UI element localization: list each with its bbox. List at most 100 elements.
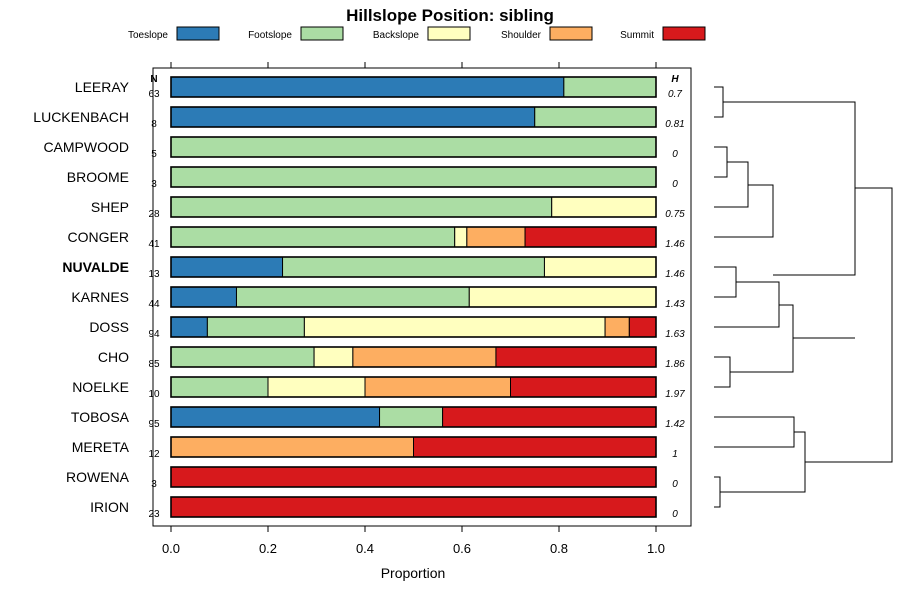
bar-segment — [170, 286, 237, 308]
dendrogram-branch — [805, 187, 893, 463]
h-value: 0 — [672, 479, 678, 490]
bar-segment — [364, 376, 511, 398]
n-value: 95 — [148, 419, 160, 430]
row-label: TOBOSA — [71, 409, 130, 425]
bar-outline — [170, 316, 657, 338]
bar-segment — [352, 346, 497, 368]
bar-segment — [466, 226, 526, 248]
bar-segment — [235, 286, 470, 308]
bar-segment — [468, 286, 657, 308]
bar-outline — [170, 376, 657, 398]
row-label: CHO — [98, 349, 129, 365]
h-value: 1.97 — [665, 389, 685, 400]
legend-label: Shoulder — [501, 30, 542, 41]
h-value: 0.81 — [665, 119, 684, 130]
h-value: 0.75 — [665, 209, 685, 220]
bar-segment — [313, 346, 354, 368]
bar-outline — [170, 256, 657, 278]
h-value: 1.42 — [665, 419, 685, 430]
legend-label: Summit — [620, 30, 654, 41]
x-axis: 0.0 0.2 0.4 0.6 0.8 1.0 — [162, 62, 665, 556]
dendrogram-branch — [714, 356, 731, 388]
h-value: 0 — [672, 509, 678, 520]
n-value: 3 — [151, 179, 157, 190]
bar-segment — [170, 436, 414, 458]
x-tick-label: 0.0 — [162, 541, 180, 556]
n-value: 23 — [148, 509, 160, 520]
bar-segment — [379, 406, 444, 428]
legend-swatch — [662, 26, 706, 41]
dendrogram-branch — [723, 101, 856, 276]
row-label: NOELKE — [72, 379, 129, 395]
h-value: 1.86 — [665, 359, 685, 370]
n-value: 5 — [151, 149, 157, 160]
n-value: 28 — [148, 209, 160, 220]
bar-segment — [206, 316, 305, 338]
row-label: SHEP — [91, 199, 129, 215]
legend-swatch — [176, 26, 220, 41]
x-axis-label: Proportion — [381, 565, 446, 581]
n-value: 10 — [148, 389, 160, 400]
bar-segment — [454, 226, 468, 248]
h-value: 1 — [672, 449, 678, 460]
legend-label: Backslope — [373, 30, 420, 41]
n-value: 85 — [148, 359, 160, 370]
bar-segment — [170, 376, 269, 398]
plot-frame — [152, 67, 692, 527]
dendrogram-branch — [714, 184, 774, 238]
n-value: 3 — [151, 479, 157, 490]
legend-label: Toeslope — [128, 30, 168, 41]
dendrogram-branch — [714, 416, 795, 448]
n-value: 13 — [148, 269, 160, 280]
dendrogram-branch — [714, 86, 724, 118]
bar-outline — [170, 226, 657, 248]
bar-outline — [170, 166, 657, 188]
x-tick-label: 0.6 — [453, 541, 471, 556]
legend-swatch — [549, 26, 593, 41]
row-label: IRION — [90, 499, 129, 515]
n-value: 12 — [148, 449, 160, 460]
bar-segment — [282, 256, 545, 278]
bar-outline — [170, 406, 657, 428]
bar-segment — [267, 376, 366, 398]
n-header: N — [150, 74, 157, 85]
row-label: ROWENA — [66, 469, 130, 485]
n-value: 41 — [148, 239, 160, 250]
bar-segment — [170, 346, 315, 368]
bar-segment — [495, 346, 657, 368]
h-value: 0 — [672, 179, 678, 190]
bar-outline — [170, 496, 657, 518]
legend: Toeslope Footslope Backslope Shoulder Summit — [128, 26, 706, 41]
row-label: NUVALDE — [62, 259, 129, 275]
row-label: LUCKENBACH — [33, 109, 129, 125]
x-tick-label: 0.4 — [356, 541, 374, 556]
bar-segment — [413, 436, 657, 458]
bar-segment — [170, 466, 657, 488]
bar-segment — [563, 76, 657, 98]
dendrogram-branch — [720, 431, 806, 493]
dendrogram-branch — [714, 476, 721, 508]
n-value: 94 — [148, 329, 160, 340]
dendrogram-branch — [714, 281, 780, 328]
bar-segment — [628, 316, 657, 338]
bar-segment — [604, 316, 630, 338]
x-tick-label: 0.2 — [259, 541, 277, 556]
dendrogram-branch — [714, 161, 749, 208]
bar-segment — [170, 196, 553, 218]
bar-outline — [170, 136, 657, 158]
dendrogram — [714, 86, 893, 508]
dendrogram-branch — [714, 266, 737, 298]
h-value: 1.63 — [665, 329, 685, 340]
row-label: LEERAY — [75, 79, 130, 95]
row-label: DOSS — [89, 319, 129, 335]
bar-outline — [170, 106, 657, 128]
bar-outline — [170, 286, 657, 308]
bar-segment — [170, 496, 657, 518]
dendrogram-branch — [730, 304, 794, 373]
h-value: 1.46 — [665, 269, 685, 280]
bar-outline — [170, 196, 657, 218]
bar-outline — [170, 76, 657, 98]
row-label: BROOME — [67, 169, 129, 185]
bar-segment — [170, 256, 284, 278]
x-tick-label: 1.0 — [647, 541, 665, 556]
